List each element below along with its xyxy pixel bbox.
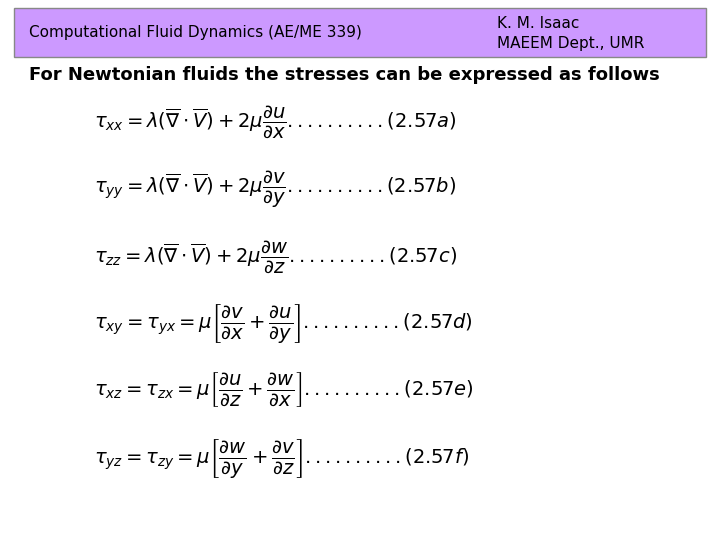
Text: MAEEM Dept., UMR: MAEEM Dept., UMR: [497, 36, 644, 51]
Text: $\tau_{xy} = \tau_{yx} = \mu\left[\dfrac{\partial v}{\partial x}+\dfrac{\partial: $\tau_{xy} = \tau_{yx} = \mu\left[\dfrac…: [94, 302, 472, 346]
Text: $\tau_{zz} = \lambda\left(\overline{\nabla} \cdot \overline{V}\right) + 2\mu\dfr: $\tau_{zz} = \lambda\left(\overline{\nab…: [94, 238, 456, 275]
Text: $\tau_{xz} = \tau_{zx} = \mu\left[\dfrac{\partial u}{\partial z}+\dfrac{\partial: $\tau_{xz} = \tau_{zx} = \mu\left[\dfrac…: [94, 370, 473, 409]
Text: Computational Fluid Dynamics (AE/ME 339): Computational Fluid Dynamics (AE/ME 339): [29, 25, 361, 40]
Text: $\tau_{xx} = \lambda\left(\overline{\nabla} \cdot \overline{V}\right) + 2\mu\dfr: $\tau_{xx} = \lambda\left(\overline{\nab…: [94, 103, 456, 140]
Text: For Newtonian fluids the stresses can be expressed as follows: For Newtonian fluids the stresses can be…: [29, 65, 660, 84]
FancyBboxPatch shape: [14, 8, 706, 57]
Text: $\tau_{yz} = \tau_{zy} = \mu\left[\dfrac{\partial w}{\partial y}+\dfrac{\partial: $\tau_{yz} = \tau_{zy} = \mu\left[\dfrac…: [94, 437, 469, 481]
Text: K. M. Isaac: K. M. Isaac: [497, 16, 579, 31]
Text: $\tau_{yy} = \lambda\left(\overline{\nabla} \cdot \overline{V}\right) + 2\mu\dfr: $\tau_{yy} = \lambda\left(\overline{\nab…: [94, 168, 456, 210]
